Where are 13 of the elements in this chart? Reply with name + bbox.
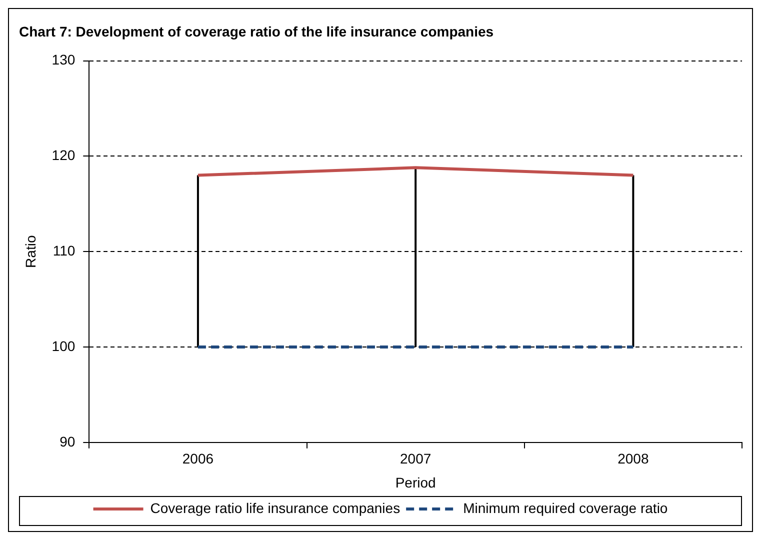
chart-title: Chart 7: Development of coverage ratio of the life insurance companies xyxy=(19,23,494,40)
y-tick-label: 100 xyxy=(52,338,76,354)
x-tick-label: 2006 xyxy=(182,450,214,467)
y-axis-title: Ratio xyxy=(22,235,38,268)
y-tick-label: 120 xyxy=(52,147,76,164)
y-tick-label: 110 xyxy=(52,242,76,258)
y-tick-label: 90 xyxy=(60,433,76,450)
y-tick-label: 130 xyxy=(52,52,76,68)
legend-label: Minimum required coverage ratio xyxy=(463,500,668,516)
x-tick-label: 2007 xyxy=(400,450,432,467)
x-axis-title: Period xyxy=(395,474,436,490)
legend-label: Coverage ratio life insurance companies xyxy=(150,500,400,516)
x-tick-label: 2008 xyxy=(618,450,649,467)
